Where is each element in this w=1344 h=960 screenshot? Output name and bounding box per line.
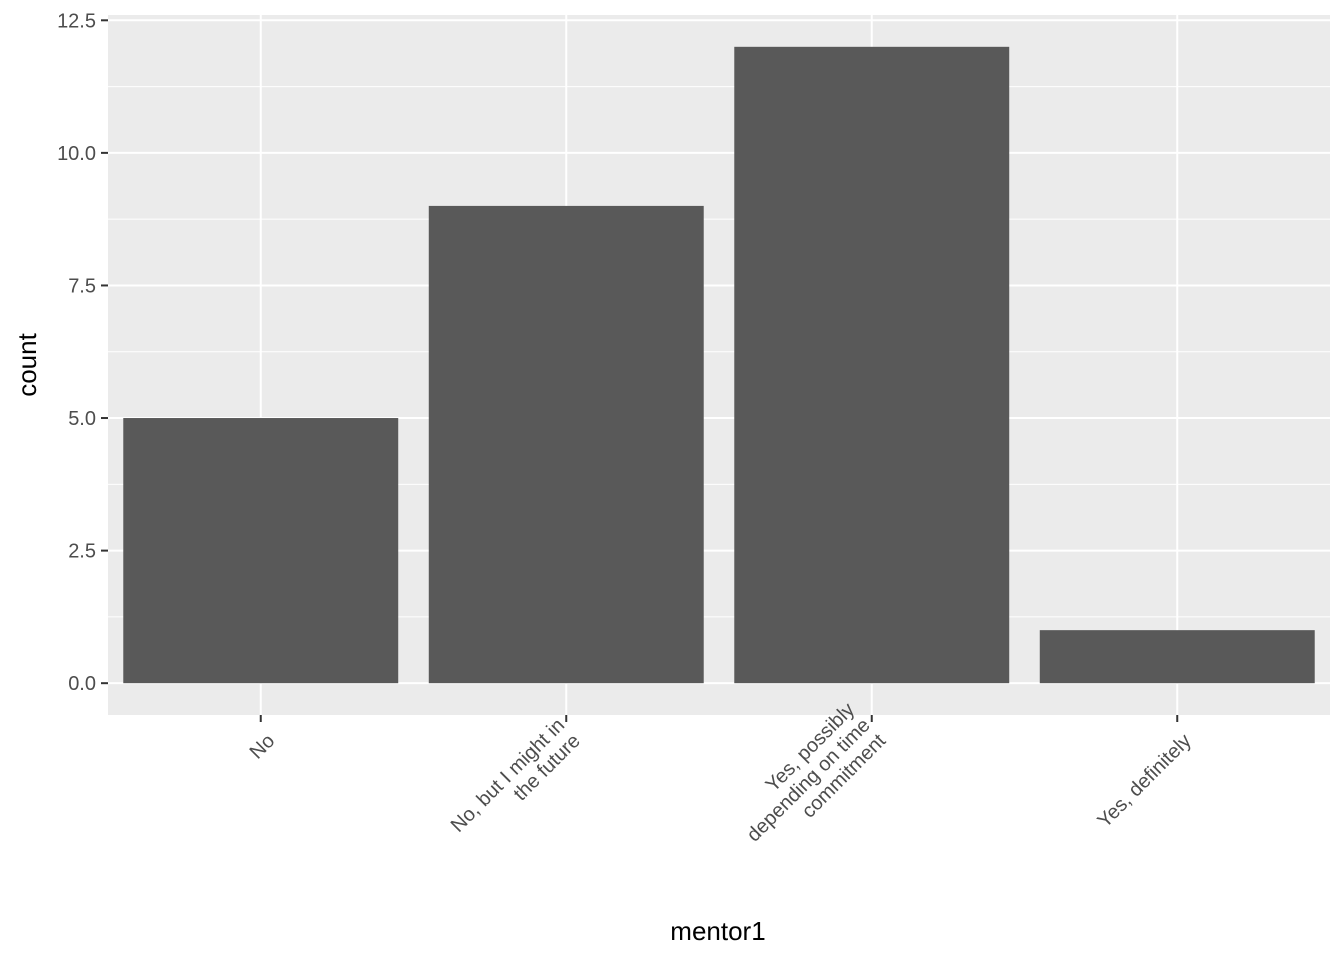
bars bbox=[123, 46, 1315, 684]
y-tick-label: 10.0 bbox=[57, 143, 96, 165]
y-tick-label: 12.5 bbox=[57, 10, 96, 32]
x-tick-label: Yes, possiblydepending on timecommitment bbox=[727, 699, 890, 862]
x-axis-title: mentor1 bbox=[670, 916, 765, 946]
bar bbox=[734, 46, 1010, 684]
y-tick-label: 5.0 bbox=[68, 408, 96, 430]
y-axis: 0.0 2.5 5.0 7.5 10.0 12.5 bbox=[57, 10, 108, 695]
bar bbox=[428, 205, 704, 684]
x-tick-label: No, but I might inthe future bbox=[447, 714, 585, 852]
x-tick-label: No bbox=[246, 730, 280, 764]
y-tick-label: 2.5 bbox=[68, 541, 96, 563]
x-tick-label: Yes, definitely bbox=[1093, 730, 1195, 832]
y-axis-title: count bbox=[12, 332, 42, 396]
x-axis: No No, but I might inthe future Yes, possi… bbox=[246, 699, 1196, 862]
bar bbox=[123, 418, 399, 684]
y-tick-label: 7.5 bbox=[68, 275, 96, 297]
bar bbox=[1039, 630, 1315, 684]
y-tick-label: 0.0 bbox=[68, 673, 96, 695]
